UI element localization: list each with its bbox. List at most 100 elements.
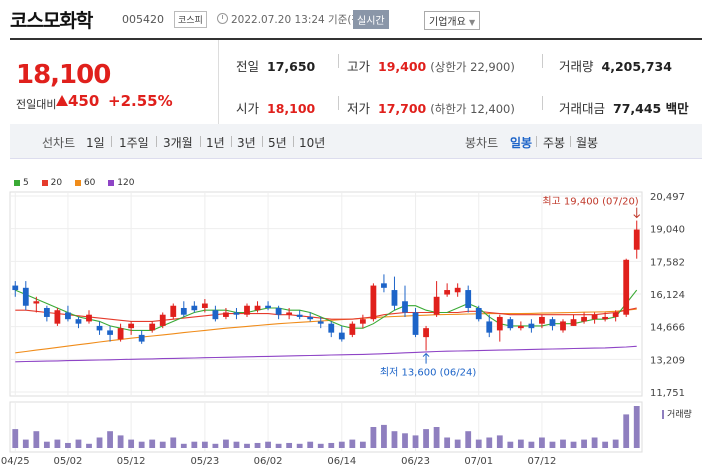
volume-bar <box>359 441 366 448</box>
candle-body <box>381 283 387 288</box>
candle-body <box>402 301 408 313</box>
tab-monthly[interactable]: 월봉 <box>576 136 599 150</box>
volume-cell: 거래량 4,205,734 <box>559 56 672 75</box>
volume-bar <box>328 442 335 448</box>
prev-close-label: 전일 <box>236 59 260 74</box>
tab-divider <box>200 136 201 147</box>
tab-1year[interactable]: 1년 <box>206 136 225 150</box>
high-annotation: 최고 19,400 (07/20) <box>542 196 638 208</box>
candle-body <box>539 316 545 324</box>
volume-bar <box>528 441 535 448</box>
candle-body <box>549 319 556 326</box>
volume-bar <box>201 441 208 448</box>
volume-value: 4,205,734 <box>601 59 672 74</box>
high-value: 19,400 <box>378 59 427 74</box>
tab-weekly[interactable]: 주봉 <box>543 136 566 150</box>
divider <box>338 54 339 68</box>
candle-body <box>22 287 29 306</box>
ma5-line <box>15 289 638 331</box>
price-summary: 18,100 전일대비 450 +2.55% 전일 17,650 고가 19,400… <box>10 38 702 125</box>
tab-divider <box>293 136 294 147</box>
volume-bar <box>307 441 314 448</box>
candle-body <box>444 290 451 295</box>
candle-body <box>107 330 113 335</box>
tab-daily[interactable]: 일봉 <box>510 136 533 150</box>
prev-close-cell: 전일 17,650 <box>236 56 315 75</box>
tab-10year[interactable]: 10년 <box>299 136 326 150</box>
tab-divider <box>156 136 157 147</box>
volume-bar <box>486 437 493 448</box>
high-arrow-icon <box>633 207 641 219</box>
y-tick-label: 19,040 <box>650 225 685 236</box>
legend-ma60: 60 <box>74 178 95 188</box>
stock-header: 코스모화학 005420 코스피 2022.07.20 13:24 기준(장중)… <box>0 0 704 38</box>
volume-bar <box>349 439 356 448</box>
low-arrow-icon <box>422 352 430 364</box>
volume-bar <box>86 443 92 448</box>
x-tick-label: 05/12 <box>117 456 146 467</box>
volume-bar <box>412 435 419 448</box>
prev-close-value: 17,650 <box>267 59 316 74</box>
divider <box>542 96 543 110</box>
low-label: 저가 <box>347 101 371 116</box>
realtime-button[interactable]: 실시간 <box>353 10 389 29</box>
volume-bar <box>170 437 177 448</box>
upper-limit: (상한가 22,900) <box>430 60 515 74</box>
candlestick-chart[interactable]: 20,497 19,040 17,582 16,124 14,666 13,209 11,7… <box>0 186 704 470</box>
candle-body <box>265 305 271 308</box>
tab-3month[interactable]: 3개월 <box>163 136 193 150</box>
candle-body <box>254 305 261 311</box>
volume-bar <box>549 441 556 448</box>
volume-bar <box>191 441 198 448</box>
candle-body <box>75 319 82 324</box>
volume-bar <box>402 433 408 448</box>
candle-body <box>54 310 61 324</box>
volume-bar <box>507 441 514 448</box>
candle-body <box>201 303 208 308</box>
volume-bar <box>54 439 61 448</box>
candle-body <box>486 321 493 333</box>
volume-bar <box>338 441 345 448</box>
candle-body <box>33 301 40 304</box>
volume-bar <box>65 442 71 448</box>
tab-1week[interactable]: 1주일 <box>119 136 149 150</box>
candle-body <box>138 334 145 342</box>
low-value: 17,700 <box>378 101 427 116</box>
candle-body <box>43 307 50 317</box>
tab-5year[interactable]: 5년 <box>268 136 287 150</box>
volume-bar <box>107 431 113 448</box>
volume-bar <box>296 443 303 448</box>
volume-bar <box>254 442 261 448</box>
company-overview-label: 기업개요 <box>429 17 466 28</box>
volume-bar <box>381 424 387 448</box>
current-price: 18,100 <box>16 60 111 90</box>
legend-ma5: 5 <box>14 178 29 188</box>
candle-body <box>528 323 535 329</box>
chevron-down-icon: ▼ <box>469 18 476 27</box>
volume-bar <box>517 439 524 448</box>
high-cell: 고가 19,400 (상한가 22,900) <box>347 56 515 75</box>
volume-bar <box>212 443 219 448</box>
volume-bar <box>244 443 250 448</box>
volume-bar <box>180 443 187 448</box>
stock-code: 005420 <box>122 13 164 26</box>
volume-panel <box>9 401 643 453</box>
volume-bar <box>539 437 545 448</box>
candle-body <box>233 312 240 315</box>
tab-divider <box>570 136 571 147</box>
volume-legend: 거래량 <box>662 407 692 420</box>
amount-label: 거래대금 <box>559 101 606 116</box>
high-label: 고가 <box>347 59 371 74</box>
volume-bar <box>138 441 145 448</box>
volume-bar <box>454 439 461 448</box>
clock-icon <box>217 13 228 24</box>
divider <box>338 96 339 110</box>
volume-bar <box>128 439 135 448</box>
volume-bar <box>96 437 103 448</box>
candle-body <box>602 316 609 320</box>
tab-1day[interactable]: 1일 <box>86 136 105 150</box>
company-overview-button[interactable]: 기업개요 ▼ <box>424 11 481 30</box>
candle-body <box>180 307 187 315</box>
tab-3year[interactable]: 3년 <box>237 136 256 150</box>
candle-body <box>65 312 71 320</box>
